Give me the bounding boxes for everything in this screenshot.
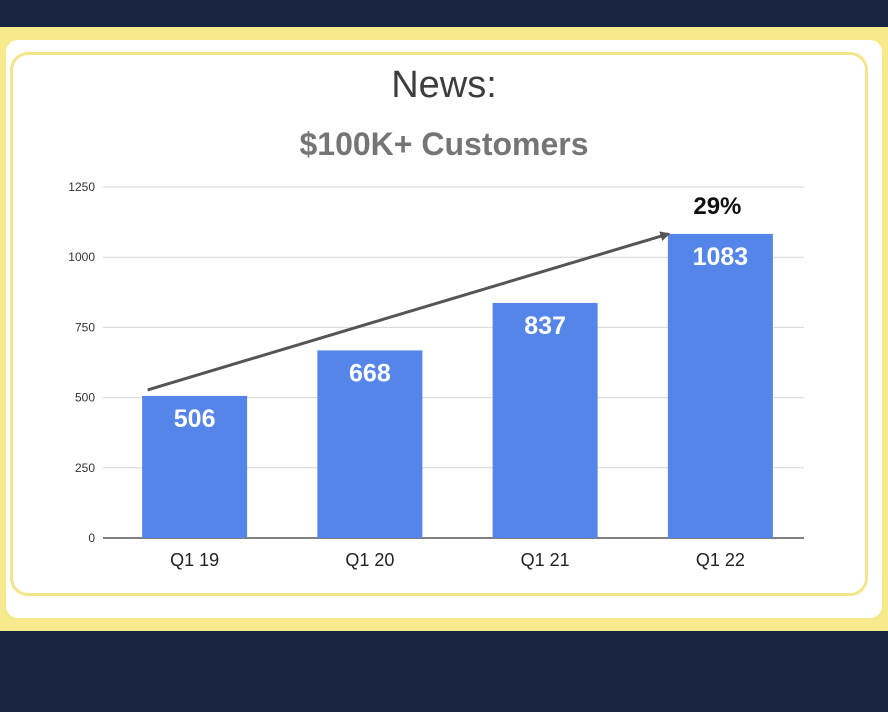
- trend-arrow: [147, 231, 671, 392]
- x-tick-label: Q1 19: [170, 550, 219, 570]
- bars: [142, 233, 773, 538]
- data-label: 506: [174, 405, 216, 433]
- x-tick-label: Q1 20: [345, 550, 394, 570]
- data-label: 837: [524, 312, 566, 340]
- y-tick-label: 500: [75, 391, 95, 405]
- x-tick-label: Q1 21: [521, 550, 570, 570]
- chart-title: $100K+ Customers: [299, 126, 589, 162]
- y-tick-label: 1000: [68, 250, 95, 264]
- bar-q1-21: [492, 302, 598, 538]
- news-heading: News:: [391, 64, 497, 106]
- bar-q1-19: [142, 395, 248, 538]
- data-label: 1083: [693, 243, 749, 271]
- x-tick-label: Q1 22: [696, 550, 745, 570]
- y-tick-label: 1250: [68, 180, 95, 194]
- labels: 0 250 500 750 1000 1250 506 Q1 19 668 Q1 20 837 Q1 …: [68, 180, 748, 570]
- data-label: 668: [349, 359, 391, 387]
- bar-q1-22: [667, 233, 773, 538]
- bar-q1-20: [317, 350, 423, 538]
- y-tick-label: 250: [75, 461, 95, 475]
- y-tick-label: 750: [75, 320, 95, 334]
- growth-annotation: 29%: [693, 193, 741, 220]
- y-tick-label: 0: [88, 531, 95, 545]
